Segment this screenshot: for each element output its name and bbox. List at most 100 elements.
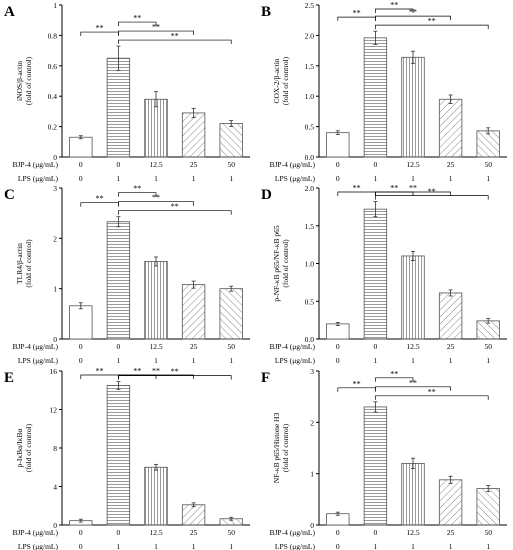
bjp-dose-label: 50 (227, 342, 235, 351)
lps-dose-label: 1 (449, 356, 453, 365)
panel-letter: D (261, 187, 272, 203)
bar (69, 136, 93, 158)
bjp-dose-label: 0 (336, 160, 340, 169)
significance-bracket (118, 210, 232, 215)
lps-dose-label: 1 (154, 356, 158, 365)
y-tick-label: 1 (53, 1, 57, 10)
bjp-dose-label: 12.5 (149, 528, 162, 537)
significance-label: ** (409, 378, 417, 387)
y-tick-label: 1.5 (305, 62, 315, 71)
significance-bracket (375, 395, 489, 400)
bar (106, 385, 131, 526)
y-axis-label: NF-κB p65/Histone H3 (272, 413, 281, 484)
y-axis-label: TLR4/β-actin (15, 243, 24, 284)
bar (438, 479, 463, 526)
lps-dose-label: 0 (336, 356, 340, 365)
y-tick-label: 3 (310, 367, 314, 376)
row-label-bjp: BJP-4 (μg/mL) (270, 160, 316, 169)
y-tick-label: 0.4 (48, 92, 58, 101)
lps-dose-label: 1 (411, 174, 415, 183)
significance-bracket (80, 202, 119, 207)
lps-dose-label: 1 (117, 174, 121, 183)
lps-dose-label: 1 (486, 356, 490, 365)
bar (181, 112, 206, 158)
row-label-bjp: BJP-4 (μg/mL) (270, 528, 316, 537)
bar (181, 284, 206, 340)
bar (144, 466, 168, 526)
bar (401, 255, 425, 340)
significance-bracket (375, 24, 489, 30)
y-tick-label: 2.0 (305, 31, 315, 40)
row-label-bjp: BJP-4 (μg/mL) (13, 528, 59, 537)
significance-bracket (375, 191, 451, 196)
significance-bracket (118, 21, 157, 27)
bjp-dose-label: 50 (484, 528, 492, 537)
lps-dose-label: 1 (154, 542, 158, 550)
bjp-dose-label: 0 (79, 342, 83, 351)
panel-letter: F (261, 370, 270, 386)
y-tick-label: 0.0 (305, 335, 315, 344)
lps-dose-label: 1 (117, 542, 121, 550)
significance-label: ** (96, 367, 104, 376)
y-tick-label: 16 (50, 367, 58, 376)
lps-dose-label: 0 (336, 542, 340, 550)
significance-label: ** (409, 184, 417, 193)
bar (219, 123, 243, 158)
y-tick-label: 2.5 (305, 1, 315, 10)
row-label-lps: LPS (μg/mL) (18, 356, 59, 365)
y-tick-label: 0 (53, 335, 57, 344)
chart-panel-d: Dp-NF-κB p65/NF-κB p65 (fold of control) 0… (261, 184, 507, 365)
lps-dose-label: 1 (229, 356, 233, 365)
bjp-dose-label: 25 (190, 342, 198, 351)
significance-bracket (80, 374, 119, 379)
significance-label: ** (409, 8, 417, 17)
significance-bracket (337, 16, 376, 22)
bjp-dose-label: 25 (190, 160, 198, 169)
y-tick-label: 0.8 (48, 31, 58, 40)
bjp-dose-label: 0 (374, 342, 378, 351)
bar (363, 406, 388, 526)
significance-bracket (118, 375, 232, 380)
significance-label: ** (96, 24, 104, 33)
significance-label: ** (390, 1, 398, 10)
row-label-lps: LPS (μg/mL) (275, 356, 316, 365)
bjp-dose-label: 0 (79, 528, 83, 537)
lps-dose-label: 1 (154, 174, 158, 183)
y-axis-label-sub: (fold of control) (24, 423, 33, 472)
y-tick-label: 1.5 (305, 222, 315, 231)
bjp-dose-label: 25 (190, 528, 198, 537)
lps-dose-label: 1 (374, 542, 378, 550)
lps-dose-label: 0 (79, 356, 83, 365)
bar (219, 288, 243, 340)
bar (106, 57, 131, 158)
significance-label: ** (353, 379, 361, 388)
panel-letter: C (4, 187, 15, 203)
y-tick-label: 2 (53, 234, 57, 243)
row-label-bjp: BJP-4 (μg/mL) (270, 342, 316, 351)
y-tick-label: 0.5 (305, 123, 315, 132)
bjp-dose-label: 25 (447, 160, 455, 169)
lps-dose-label: 1 (486, 542, 490, 550)
lps-dose-label: 1 (449, 174, 453, 183)
chart-panel-f: F NF-κB p65/Histone H3 (fold of control) 0 1… (261, 367, 507, 550)
y-tick-label: 8 (53, 444, 57, 453)
y-tick-label: 0 (53, 153, 57, 162)
lps-dose-label: 1 (486, 174, 490, 183)
bjp-dose-label: 12.5 (406, 342, 419, 351)
y-tick-label: 0.2 (48, 123, 58, 132)
significance-label: ** (96, 194, 104, 203)
bjp-dose-label: 0 (374, 160, 378, 169)
bjp-dose-label: 50 (484, 342, 492, 351)
y-tick-label: 1.0 (305, 92, 315, 101)
significance-label: ** (152, 23, 160, 32)
significance-bracket (80, 31, 119, 37)
bjp-dose-label: 0 (336, 342, 340, 351)
row-label-lps: LPS (μg/mL) (18, 174, 59, 183)
bjp-dose-label: 0 (79, 160, 83, 169)
significance-bracket (375, 8, 414, 13)
bar (363, 208, 388, 340)
significance-bracket (337, 191, 376, 196)
y-tick-label: 12 (50, 406, 58, 415)
y-tick-label: 0.5 (305, 297, 315, 306)
